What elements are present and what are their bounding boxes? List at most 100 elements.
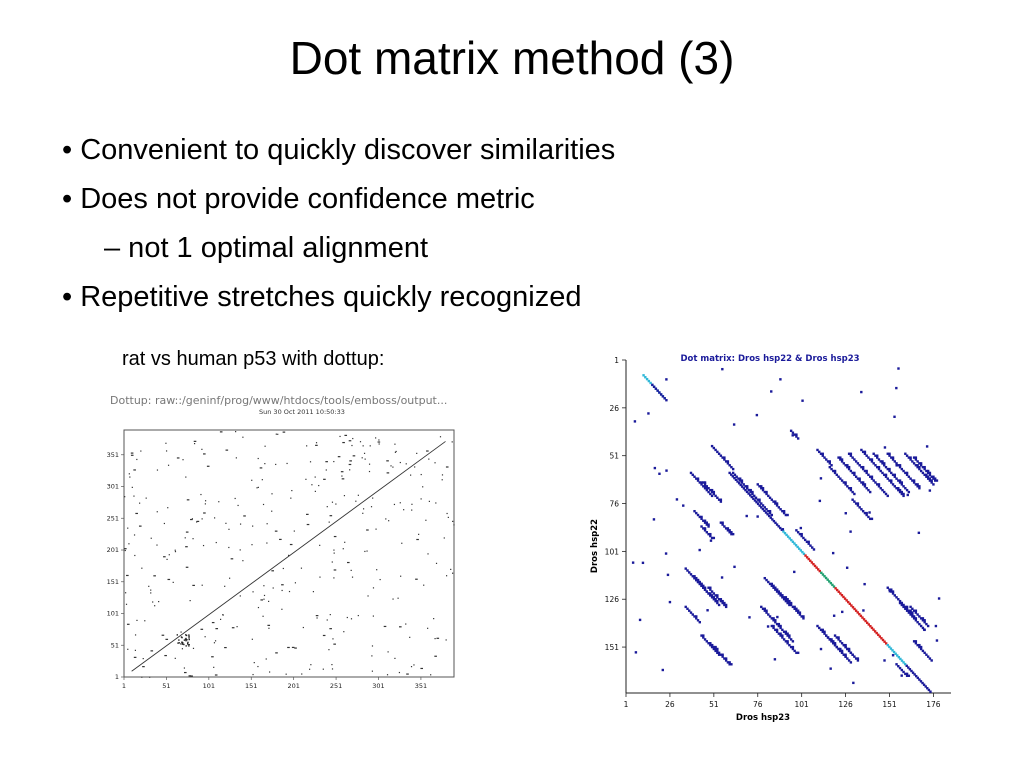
dottup-dot (264, 445, 266, 447)
dottup-dot (174, 657, 176, 659)
dm-dot (933, 477, 937, 480)
dottup-dot (333, 577, 335, 579)
dottup-dot (405, 623, 407, 625)
dottup-dot (142, 657, 144, 660)
dm-dot (733, 565, 736, 569)
dottup-dot (124, 548, 127, 550)
dottup-dot (184, 671, 187, 674)
dm-dot (886, 494, 889, 498)
dottup-dot (184, 537, 186, 539)
dm-dot (853, 492, 856, 496)
dm-dot (844, 464, 847, 467)
bullet-item: • Does not provide confidence metric (62, 183, 535, 215)
dm-dot (895, 663, 898, 666)
dottup-dot (409, 636, 411, 638)
dottup-dot (225, 449, 229, 451)
dm-dot (837, 638, 840, 641)
dm-dot (745, 514, 748, 518)
dm-dot (819, 477, 823, 480)
dm-dot (847, 649, 851, 653)
dm-dot (641, 561, 645, 565)
dm-y-tick-label: 76 (609, 500, 619, 509)
dottup-dot (333, 552, 335, 554)
dottup-dot (271, 570, 274, 572)
dm-diagonal-dot (804, 554, 807, 557)
dm-dot (695, 477, 698, 480)
dm-dot (853, 471, 856, 475)
dm-dot (733, 473, 737, 477)
dm-dot (760, 485, 763, 488)
dm-dot (705, 590, 709, 593)
dm-dot (723, 603, 726, 607)
dm-diagonal-dot (862, 618, 866, 621)
dottup-dot (185, 546, 188, 548)
dm-dot (695, 617, 698, 620)
dm-dot (732, 423, 736, 426)
dm-dot (829, 667, 832, 670)
dottup-x-tick-label: 51 (162, 682, 170, 690)
bullet-item: • Repetitive stretches quickly recognize… (62, 281, 582, 313)
dottup-dot (196, 520, 200, 523)
dm-dot (712, 492, 716, 496)
dm-dot (689, 471, 693, 475)
dm-dot (693, 475, 696, 478)
dm-dot (916, 465, 919, 469)
dm-dot (793, 570, 796, 574)
dottup-dot (141, 567, 143, 569)
dottup-dot (428, 458, 430, 460)
dottup-dot (435, 502, 437, 504)
dm-dot (653, 466, 657, 470)
dottup-dot (325, 461, 328, 463)
dm-diagonal-dot (915, 674, 918, 678)
dm-dot (700, 525, 703, 528)
dm-dot (907, 674, 911, 677)
dm-dot (709, 539, 713, 542)
dm-dot (883, 446, 887, 449)
dottup-dot (288, 590, 291, 593)
dm-dot (854, 502, 858, 505)
dm-dot (721, 523, 724, 526)
dm-diagonal-dot (758, 504, 761, 507)
dottup-dot (420, 667, 424, 670)
dm-dot (695, 578, 698, 582)
dm-dot (730, 532, 733, 536)
dottup-dot (188, 645, 190, 647)
dottup-dot (285, 673, 287, 675)
dm-dot (703, 483, 707, 486)
dm-dot (845, 566, 849, 569)
dottup-dot (390, 465, 392, 467)
dm-dot (895, 386, 898, 390)
dm-dot (825, 458, 828, 461)
dm-dot (696, 513, 700, 517)
dm-dot (786, 634, 789, 637)
dm-dot (774, 619, 777, 622)
dm-dot (777, 506, 781, 509)
dottup-dot (378, 443, 380, 445)
dottup-dot (326, 619, 328, 621)
dm-dot (928, 477, 932, 480)
dottup-dot (251, 638, 253, 640)
dm-diagonal-dot (730, 473, 733, 476)
dottup-dot (188, 638, 190, 641)
dm-dot (809, 544, 812, 547)
dm-dot (807, 542, 810, 545)
dm-dot (796, 611, 800, 614)
dm-dot (812, 548, 816, 551)
dottup-dot (425, 519, 427, 521)
dm-dot (905, 609, 909, 612)
dm-dot (895, 596, 898, 599)
dm-dot (777, 590, 781, 593)
dm-dot (916, 613, 919, 616)
dottup-dot (225, 522, 227, 524)
dm-dot (863, 511, 867, 515)
dottup-dot (302, 626, 304, 629)
dm-dot (835, 636, 839, 639)
dm-dot (923, 465, 926, 469)
dm-dot (856, 504, 860, 507)
dm-dot (912, 609, 916, 612)
hsp-dot-matrix-plot: Dot matrix: Dros hsp22 & Dros hsp23 Dros… (590, 354, 951, 723)
dottup-dot (452, 520, 454, 522)
dottup-dot (376, 569, 378, 571)
dm-dot (721, 367, 724, 371)
dm-dot (914, 609, 918, 612)
